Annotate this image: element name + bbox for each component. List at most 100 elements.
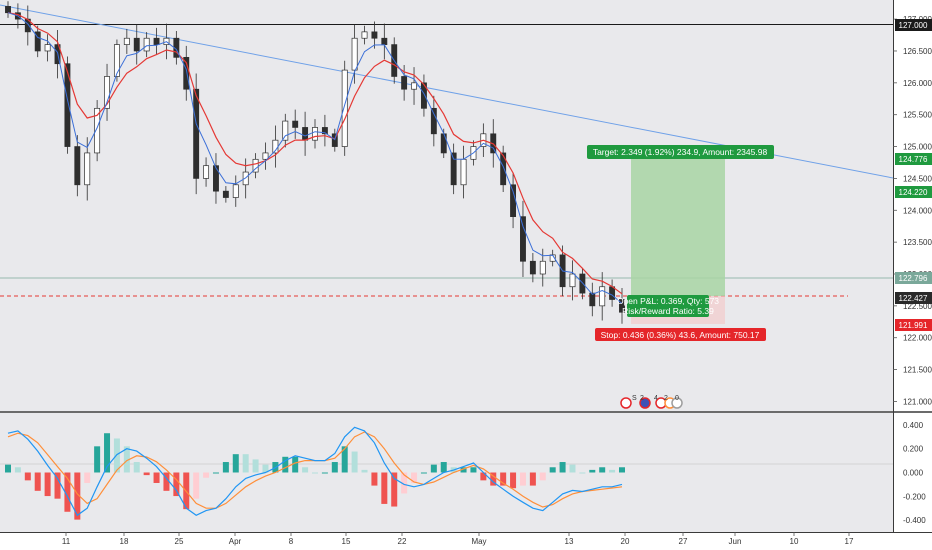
histogram-bar [94, 446, 101, 473]
histogram-bar [420, 472, 427, 474]
histogram-bar [123, 446, 130, 473]
histogram-bar [341, 446, 348, 473]
histogram-bar [549, 467, 556, 473]
macd-line [7, 426, 623, 517]
event-markers[interactable]: S 2 4 2 0 [620, 395, 683, 409]
candle-body [539, 260, 546, 275]
indicator-tick-label: -0.200 [903, 492, 926, 501]
histogram-bar [44, 472, 51, 497]
histogram-bar [54, 472, 61, 499]
badge-target[interactable]: 124.776 [895, 153, 932, 165]
price-tick-label: 122.000 [903, 334, 932, 343]
candle-body [381, 37, 388, 45]
histogram-bar [371, 472, 378, 486]
candle-body [351, 37, 358, 71]
candle-body [450, 152, 457, 186]
histogram-bar [203, 472, 210, 478]
histogram-bar [252, 459, 259, 473]
time-tick-label: 20 [621, 537, 630, 546]
histogram-bar [133, 462, 140, 473]
time-tick-label: 11 [62, 537, 71, 546]
badge-stop-text: 121.991 [899, 321, 928, 330]
candle-body [341, 69, 348, 147]
candle-body [252, 158, 259, 173]
histogram-bar [212, 472, 219, 474]
candle-body [361, 31, 368, 39]
candle-body [153, 37, 160, 45]
histogram-bar [5, 464, 11, 473]
badge-last-close[interactable]: 122.796 [895, 272, 932, 284]
event-marker-earnings[interactable] [639, 397, 651, 409]
histogram-bar [440, 462, 447, 473]
histogram-bar [321, 472, 328, 474]
candle-body [371, 31, 378, 39]
target-zone[interactable] [631, 158, 725, 296]
stop-label: Stop: 0.436 (0.36%) 43.6, Amount: 750.17 [601, 330, 760, 340]
time-tick-label: 17 [845, 537, 854, 546]
open-pnl-label: Open P&L: 0.369, Qty: 573 [617, 296, 719, 306]
histogram-bar [143, 472, 150, 476]
badge-stop[interactable]: 121.991 [895, 319, 932, 331]
histogram-bar [519, 472, 526, 486]
time-tick-label: 22 [398, 537, 407, 546]
price-axis[interactable]: 127.000 126.500 126.000 125.500 125.000 124.5… [893, 15, 932, 406]
badge-target-text: 124.776 [899, 155, 928, 164]
event-marker-dividend[interactable] [620, 397, 632, 409]
badge-last-close-text: 122.796 [899, 274, 928, 283]
histogram-bar [490, 472, 497, 486]
time-tick-label: 8 [289, 537, 294, 546]
event-marker-other[interactable] [671, 397, 683, 409]
histogram-bar [589, 469, 596, 473]
badge-target-level2[interactable]: 124.220 [895, 186, 932, 198]
candle-body [529, 260, 536, 275]
badge-resistance[interactable]: 127.000 [895, 19, 932, 31]
target-label-box[interactable]: Target: 2.349 (1.92%) 234.9, Amount: 234… [587, 145, 774, 159]
histogram-bar [331, 462, 338, 473]
price-tick-label: 125.500 [903, 111, 932, 120]
time-axis[interactable]: 11 18 25 Apr 8 15 22 May 13 20 27 Jun 10 17 [62, 532, 854, 546]
histogram-bar [411, 472, 418, 483]
histogram-bar [430, 464, 437, 473]
time-tick-label: May [471, 537, 486, 546]
histogram-bar [559, 462, 566, 473]
badge-entry[interactable]: 122.427 [895, 292, 932, 304]
ema-fast-line [7, 12, 623, 304]
candle-body [123, 37, 130, 45]
time-tick-label: Apr [229, 537, 242, 546]
candle-body [133, 37, 140, 52]
candle-body [292, 120, 299, 128]
event-marker-5-label: 0 [675, 395, 679, 402]
histogram-bar [569, 464, 576, 473]
candle-body [420, 82, 427, 109]
histogram-bar [312, 472, 318, 474]
time-tick-label: 10 [790, 537, 799, 546]
price-pane[interactable] [0, 0, 893, 411]
ema-slow-line [7, 12, 623, 295]
candle-body [520, 216, 526, 262]
indicator-axis[interactable]: 0.400 0.200 0.000 -0.200 -0.400 [903, 421, 926, 525]
indicator-tick-label: 0.400 [903, 421, 924, 430]
candle-body [94, 107, 101, 154]
histogram-bar [302, 467, 309, 473]
histogram-bar [609, 469, 616, 473]
price-tick-label: 124.000 [903, 206, 932, 215]
histogram-bar [599, 467, 606, 473]
price-tick-label: 122.500 [903, 302, 932, 311]
candle-body [44, 44, 51, 52]
stop-label-box[interactable]: Stop: 0.436 (0.36%) 43.6, Amount: 750.17 [595, 328, 766, 341]
price-tick-label: 123.500 [903, 238, 932, 247]
candle-body [510, 184, 517, 218]
candle-body [34, 31, 41, 52]
candle-body [440, 133, 447, 154]
price-tick-label: 126.500 [903, 47, 932, 56]
candle-body [569, 273, 576, 288]
price-tick-label: 121.000 [903, 397, 932, 406]
histogram-bar [539, 472, 546, 481]
pnl-label-box[interactable]: Open P&L: 0.369, Qty: 573 Risk/Reward Ra… [617, 295, 719, 317]
candle-body [262, 152, 269, 160]
candle-body [222, 190, 229, 198]
badge-target-level2-text: 124.220 [899, 188, 928, 197]
time-tick-label: 27 [679, 537, 688, 546]
histogram-bar [351, 451, 358, 473]
